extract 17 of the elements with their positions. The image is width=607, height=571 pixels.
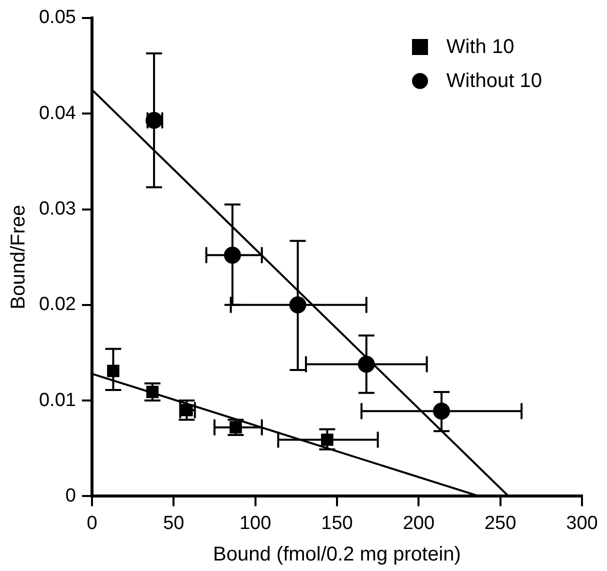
- x-tick-label: 300: [566, 512, 598, 534]
- x-tick-label: 150: [321, 512, 353, 534]
- x-axis-title: Bound (fmol/0.2 mg protein): [213, 544, 461, 566]
- x-tick-label: 250: [484, 512, 516, 534]
- x-tick-label: 50: [163, 512, 184, 534]
- x-tick-label: 200: [402, 512, 435, 534]
- x-tick-label: 0: [86, 512, 98, 534]
- y-tick-label: 0.03: [38, 198, 76, 220]
- x-tick-label: 100: [239, 512, 272, 534]
- legend-label: Without 10: [446, 70, 542, 92]
- y-tick-label: 0: [65, 485, 76, 506]
- y-tick-label: 0.04: [38, 102, 76, 124]
- legend-label: With 10: [446, 36, 514, 58]
- y-tick-label: 0.05: [38, 7, 76, 28]
- y-tick-label: 0.01: [38, 390, 76, 411]
- y-tick-label: 0.02: [38, 294, 76, 316]
- y-axis-title: Bound/Free: [8, 204, 30, 310]
